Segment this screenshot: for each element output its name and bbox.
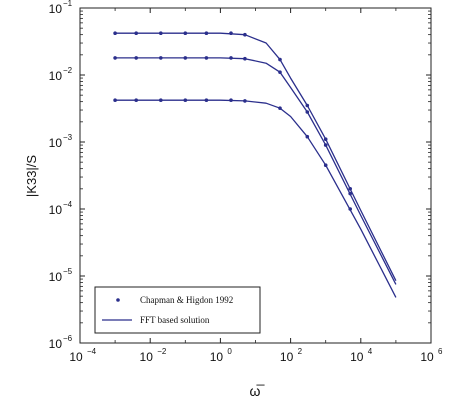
x-tick-exponent: −4 [87, 347, 97, 356]
data-point [305, 134, 310, 139]
x-tick-exponent: 2 [298, 347, 303, 356]
data-point [183, 56, 188, 60]
data-point [204, 98, 209, 102]
y-tick-exponent: −2 [63, 66, 73, 75]
y-tick-label: 10 [49, 69, 63, 83]
data-point [278, 70, 282, 74]
data-point [134, 31, 138, 35]
data-point [278, 106, 282, 110]
data-point [159, 98, 163, 102]
legend: Chapman & Higdon 1992 FFT based solution [94, 286, 261, 334]
y-axis: 10−610−510−410−310−210−1 [49, 0, 431, 351]
y-tick-label: 10 [49, 337, 63, 351]
data-point [305, 110, 310, 114]
x-axis-label: ω̅ [250, 383, 266, 399]
data-point [229, 98, 233, 102]
x-tick-exponent: 6 [438, 347, 443, 356]
data-point [243, 99, 247, 103]
data-point [134, 56, 138, 60]
x-tick-label: 10 [420, 350, 434, 364]
series-markers [113, 31, 353, 211]
legend-marker-dot [116, 298, 120, 302]
data-point [113, 98, 117, 102]
y-tick-label: 10 [49, 136, 63, 150]
y-tick-exponent: −3 [63, 133, 73, 142]
x-tick-label: 10 [210, 350, 224, 364]
series-line-3 [115, 99, 397, 298]
x-tick-exponent: 0 [227, 347, 232, 356]
data-point [134, 98, 138, 102]
data-point [323, 137, 328, 141]
data-point [243, 56, 247, 61]
y-tick-label: 10 [49, 2, 63, 16]
data-point [348, 187, 353, 191]
data-point [348, 207, 353, 211]
data-point [113, 56, 117, 60]
data-point [229, 31, 233, 35]
data-point [159, 56, 163, 60]
x-tick-label: 10 [140, 350, 154, 364]
series-lines [115, 32, 397, 298]
y-tick-label: 10 [49, 270, 63, 284]
data-point [323, 163, 328, 167]
x-tick-label: 10 [350, 350, 364, 364]
data-point [348, 191, 353, 196]
legend-label-chapman: Chapman & Higdon 1992 [140, 295, 233, 305]
y-tick-label: 10 [49, 203, 63, 217]
data-point [229, 56, 233, 60]
data-point [323, 143, 328, 147]
data-point [204, 56, 209, 60]
y-axis-label: |K33|/S [24, 155, 39, 197]
series-line-2 [115, 57, 397, 285]
data-point [113, 31, 117, 35]
series-line-1 [115, 32, 397, 281]
y-tick-exponent: −6 [63, 334, 73, 343]
data-point [305, 103, 310, 108]
y-tick-exponent: −5 [63, 267, 73, 276]
x-axis: 10 −4 10 −2 10 0 10 2 10 4 10 6 [69, 8, 443, 364]
x-tick-label: 10 [280, 350, 294, 364]
data-point [278, 57, 282, 62]
data-point [183, 31, 188, 35]
data-point [183, 98, 188, 102]
data-point [204, 31, 209, 35]
legend-label-fft: FFT based solution [140, 315, 210, 325]
data-point [159, 31, 163, 35]
x-tick-label: 10 [69, 350, 83, 364]
y-tick-exponent: −4 [63, 200, 73, 209]
x-tick-exponent: 4 [368, 347, 373, 356]
data-point [243, 32, 247, 37]
y-tick-exponent: −1 [63, 0, 73, 8]
x-tick-exponent: −2 [157, 347, 167, 356]
legend-box [94, 286, 261, 334]
